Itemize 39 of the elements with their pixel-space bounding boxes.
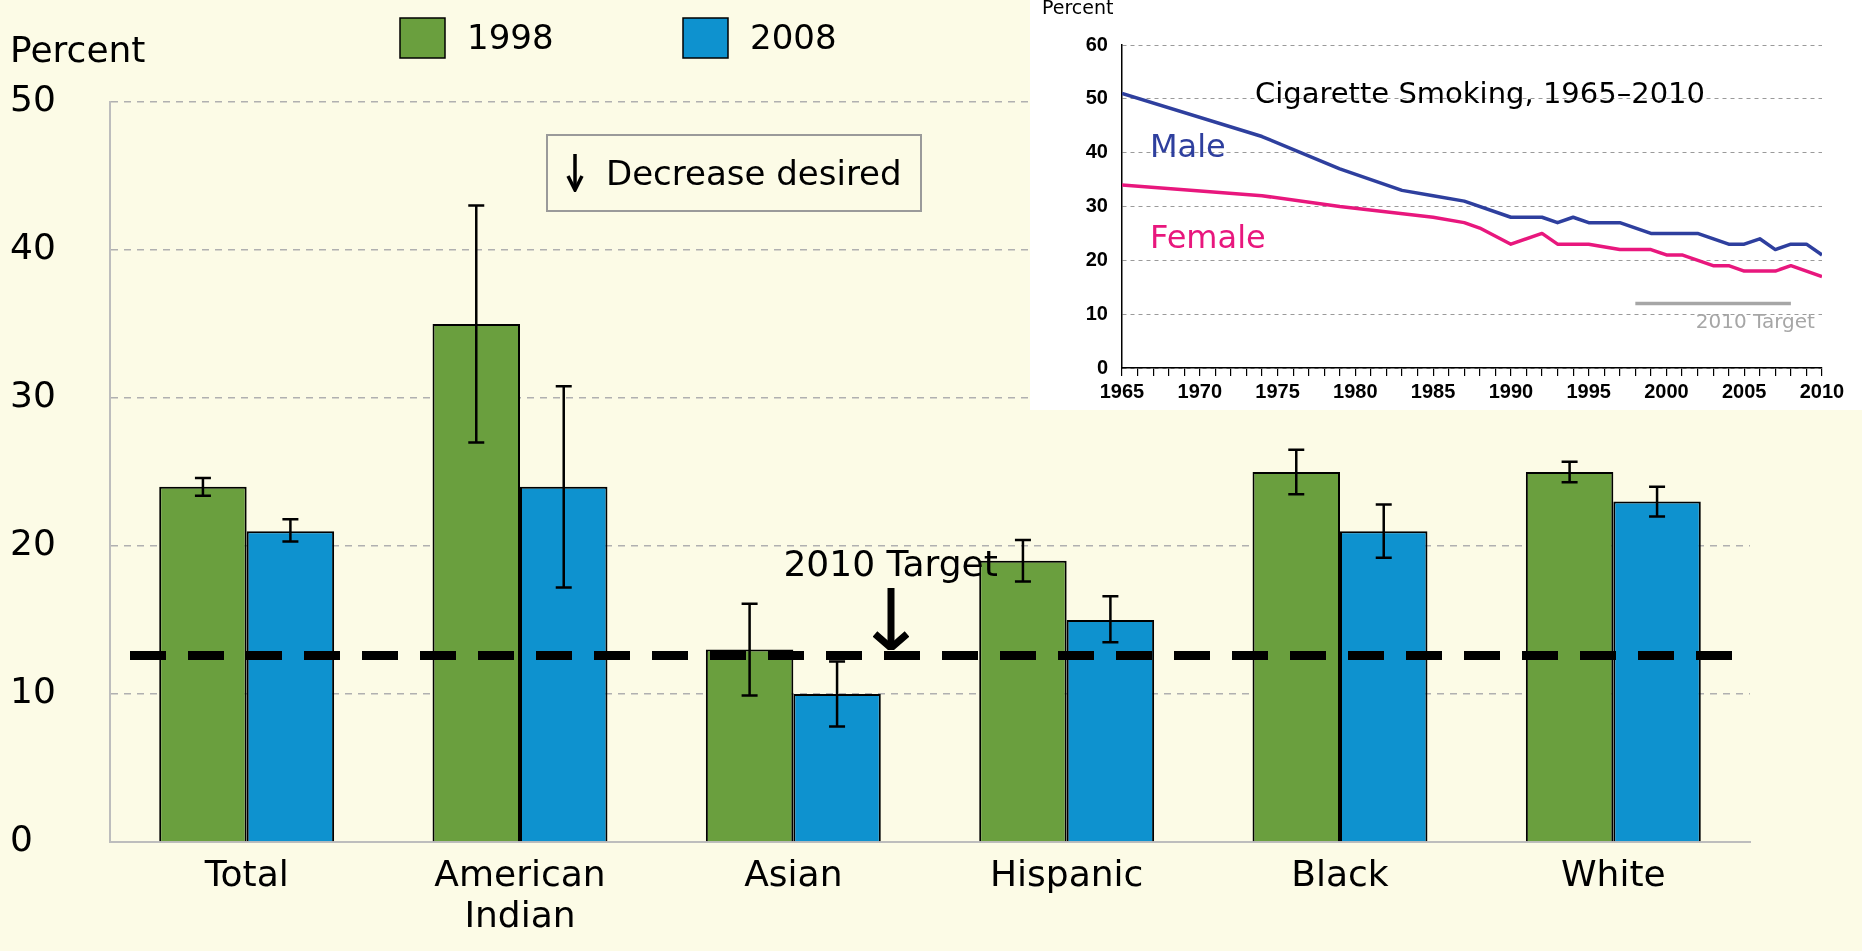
x-tick-label: Asian [744, 853, 843, 895]
series-label: 2010 Target [1695, 308, 1816, 333]
x-tick-label: 1995 [1566, 379, 1611, 402]
y-tick-label: 40 [10, 226, 56, 268]
y-tick-label: 50 [1085, 86, 1108, 109]
y-tick-label: 40 [1085, 140, 1108, 163]
x-tick-label: 2010 [1799, 379, 1845, 402]
ref-line-label: 2010 Target [783, 542, 998, 584]
y-tick-label: 60 [1085, 32, 1108, 55]
annotation: Decrease desired [606, 153, 902, 193]
text: Cigarette Smoking, 1965–2010 [1255, 75, 1705, 110]
x-tick-label: 1975 [1255, 379, 1300, 402]
y-tick-label: 10 [1085, 301, 1108, 324]
y-tick-label: 20 [1085, 247, 1108, 270]
x-tick-label: 1970 [1177, 379, 1223, 402]
series-label: Male [1150, 126, 1226, 165]
y-tick-label: 20 [10, 522, 56, 564]
x-tick-label: Hispanic [989, 853, 1144, 895]
x-tick-label: 2000 [1644, 379, 1689, 402]
y-tick-label: 10 [10, 670, 56, 712]
y-tick-label: 50 [10, 78, 56, 120]
y-tick-label: 30 [1085, 194, 1108, 217]
legend-label: 1998 [467, 16, 554, 57]
x-tick-label: 1965 [1099, 379, 1145, 402]
y-axis-title: Percent [1042, 0, 1114, 19]
y-axis-title: Percent [10, 29, 146, 70]
x-tick-label: White [1560, 853, 1666, 895]
x-tick-label: Black [1291, 853, 1389, 895]
y-tick-label: 0 [10, 818, 33, 860]
x-tick-label: Total [203, 853, 289, 895]
x-tick-label: 1980 [1333, 379, 1378, 402]
series-label: Female [1150, 218, 1266, 257]
x-tick-label: American Indian [434, 853, 606, 936]
x-tick-label: 1985 [1410, 379, 1456, 402]
x-tick-label: 2005 [1721, 379, 1767, 402]
y-tick-label: 0 [1096, 355, 1108, 378]
legend-label: 2008 [750, 16, 837, 57]
y-tick-label: 30 [10, 374, 56, 416]
x-tick-label: 1990 [1488, 379, 1534, 402]
